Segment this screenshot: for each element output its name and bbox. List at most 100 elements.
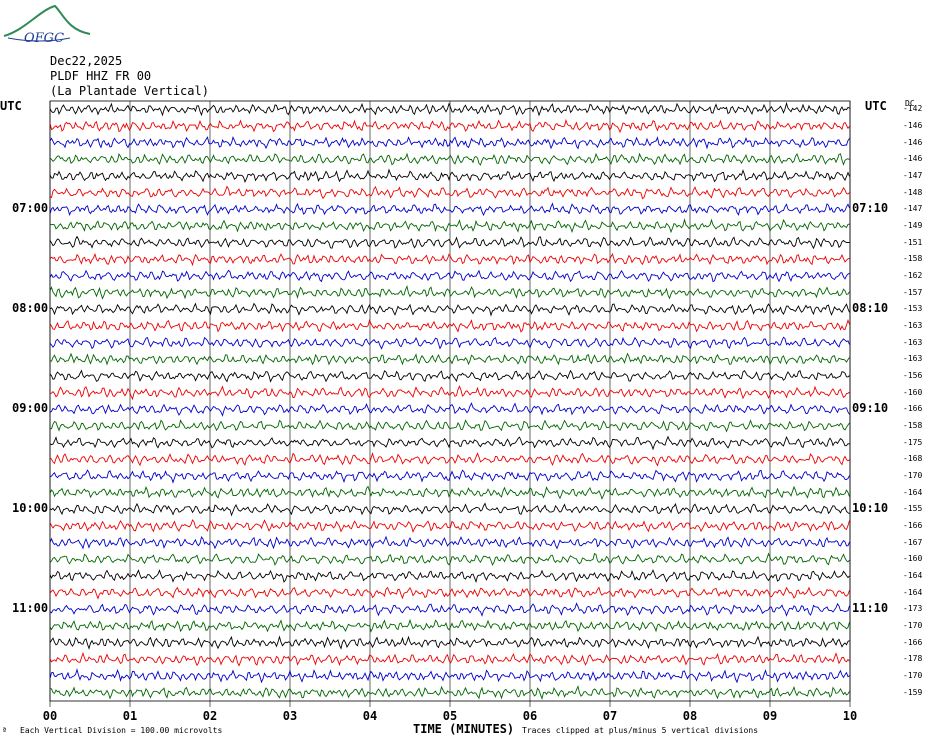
header-date: Dec22,2025 [50, 54, 123, 68]
dc-offset-value: -146 [903, 154, 923, 164]
seismic-trace [49, 252, 850, 267]
footer-division-text: Each Vertical Division = 100.00 microvol… [20, 726, 223, 735]
hour-label-right: 09:10 [852, 401, 889, 416]
seismic-trace [49, 185, 850, 200]
seismic-trace [49, 552, 850, 566]
x-tick-label: 05 [442, 709, 458, 723]
dc-offset-value: -160 [903, 387, 923, 397]
dc-offset-value: -164 [903, 487, 923, 497]
x-tick-label: 09 [762, 709, 778, 723]
seismic-trace [49, 569, 850, 584]
dc-offset-value: -153 [903, 304, 923, 314]
dc-offset-value: -170 [903, 621, 923, 630]
dc-offset-value: -147 [903, 171, 923, 180]
dc-label: DC [905, 99, 915, 108]
dc-offset-value: -163 [903, 337, 923, 347]
x-tick-label: 03 [282, 709, 298, 723]
dc-offset-value: -168 [903, 454, 923, 464]
hour-label-right: 10:10 [852, 501, 889, 516]
dc-offset-value: -170 [903, 471, 923, 480]
seismic-trace [49, 435, 850, 451]
hour-label-right: 07:10 [852, 201, 889, 216]
utc-right-label: UTC [865, 99, 887, 113]
seismic-trace [49, 602, 850, 617]
seismic-trace [49, 685, 850, 700]
seismic-trace [49, 235, 850, 250]
x-tick-label: 01 [122, 709, 138, 723]
logo-text: OFGC [24, 31, 64, 46]
dc-offset-value: -158 [903, 254, 923, 264]
seismic-trace [49, 469, 850, 484]
hour-label-left: 08:00 [12, 301, 49, 316]
dc-offset-value: -173 [903, 604, 923, 614]
header-station: PLDF HHZ FR 00 [50, 69, 152, 83]
utc-left-label: UTC [0, 99, 22, 113]
seismic-trace [49, 668, 850, 684]
dc-offset-value: -166 [903, 521, 923, 530]
dc-offset-value: -155 [903, 504, 923, 514]
seismic-trace [49, 284, 850, 300]
hour-label-right: 08:10 [852, 301, 889, 316]
x-axis-title: TIME (MINUTES) [413, 722, 515, 736]
hour-label-left: 09:00 [12, 401, 49, 416]
hour-label-right: 11:10 [852, 601, 889, 616]
x-tick-label: 07 [602, 709, 618, 723]
seismic-trace [49, 135, 850, 150]
seismic-trace [49, 152, 850, 166]
hour-label-left: 11:00 [12, 601, 49, 616]
seismic-trace [49, 269, 850, 283]
dc-offset-value: -166 [903, 404, 923, 414]
seismic-trace [49, 618, 850, 633]
header-location: (La Plantade Vertical) [50, 84, 209, 98]
seismic-trace [49, 402, 850, 417]
dc-offset-value: -163 [903, 354, 923, 364]
dc-offset-value: -146 [903, 137, 923, 147]
dc-offset-value: -159 [903, 687, 923, 697]
seismic-trace [49, 485, 850, 500]
seismic-trace [49, 635, 850, 650]
seismic-trace [49, 336, 850, 350]
dc-offset-value: -142 [903, 104, 923, 114]
footer-mark: ª [2, 726, 7, 735]
dc-offset-value: -164 [903, 587, 923, 597]
hour-label-left: 07:00 [12, 201, 49, 216]
seismic-trace [49, 451, 850, 467]
seismic-trace [49, 535, 850, 550]
seismic-trace [49, 369, 850, 383]
seismic-trace [49, 419, 850, 433]
dc-offset-value: -178 [903, 654, 923, 664]
dc-offset-value: -156 [903, 371, 923, 380]
seismic-trace [49, 168, 850, 183]
seismic-trace [49, 118, 850, 134]
dc-offset-value: -166 [903, 637, 923, 647]
seismic-trace [49, 101, 850, 117]
seismic-trace [49, 352, 850, 366]
seismic-trace [49, 502, 850, 517]
x-tick-label: 10 [842, 709, 858, 723]
footer-clip-text: Traces clipped at plus/minus 5 vertical … [522, 726, 759, 735]
seismic-trace [49, 519, 850, 533]
dc-offset-value: -148 [903, 187, 923, 197]
x-tick-label: 00 [42, 709, 58, 723]
seismic-trace [49, 217, 850, 234]
dc-offset-value: -146 [903, 121, 923, 130]
seismic-trace [49, 385, 850, 401]
seismic-trace [49, 202, 850, 217]
dc-offset-value: -157 [903, 287, 923, 297]
dc-offset-value: -158 [903, 421, 923, 430]
dc-offset-value: -163 [903, 321, 923, 330]
seismic-trace [49, 651, 850, 667]
x-tick-label: 06 [522, 709, 538, 723]
dc-offset-value: -164 [903, 571, 923, 580]
x-tick-label: 02 [202, 709, 218, 723]
x-tick-label: 08 [682, 709, 698, 723]
dc-offset-value: -170 [903, 671, 923, 680]
seismic-trace [49, 302, 850, 317]
hour-label-left: 10:00 [12, 501, 49, 516]
seismic-trace [49, 318, 850, 333]
ofgc-logo: OFGC [3, 4, 91, 46]
x-tick-label: 04 [362, 709, 378, 723]
dc-offset-value: -162 [903, 271, 923, 280]
dc-offset-value: -149 [903, 221, 923, 230]
